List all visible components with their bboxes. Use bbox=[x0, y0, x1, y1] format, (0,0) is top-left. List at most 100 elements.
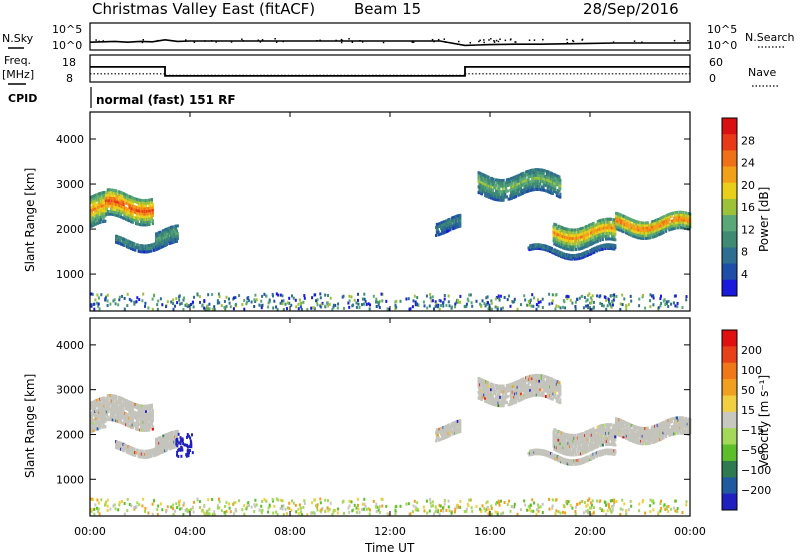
power-cell bbox=[184, 303, 187, 307]
power-cell bbox=[111, 213, 114, 216]
noise-point bbox=[341, 39, 344, 42]
power-cell bbox=[133, 300, 136, 304]
power-cell bbox=[98, 200, 101, 204]
power-cell bbox=[677, 226, 680, 230]
power-cell bbox=[605, 307, 608, 311]
power-cell bbox=[529, 300, 531, 304]
power-cell bbox=[503, 190, 506, 194]
velocity-cell bbox=[92, 429, 95, 433]
power-cell bbox=[297, 302, 300, 306]
power-cell bbox=[443, 220, 446, 224]
velocity-cell bbox=[542, 377, 545, 381]
power-cell bbox=[676, 221, 679, 225]
power-cell bbox=[674, 304, 677, 308]
power-cell bbox=[299, 305, 302, 309]
noise-point bbox=[493, 40, 495, 42]
power-cell bbox=[490, 177, 493, 181]
power-cell bbox=[114, 302, 117, 306]
power-cell bbox=[342, 294, 345, 298]
power-cell bbox=[115, 189, 118, 193]
power-cell bbox=[598, 225, 601, 229]
power-cell bbox=[559, 236, 562, 240]
power-cell bbox=[565, 255, 568, 259]
colorbar-swatch bbox=[722, 263, 737, 281]
power-cell bbox=[258, 303, 261, 307]
power-cell bbox=[105, 295, 107, 299]
power-cell bbox=[118, 206, 121, 210]
power-cell bbox=[180, 301, 183, 305]
power-cell bbox=[587, 293, 590, 297]
velocity-cell bbox=[531, 391, 534, 395]
power-cell bbox=[456, 299, 459, 302]
power-cell bbox=[128, 197, 131, 201]
velocity-cell bbox=[105, 407, 108, 411]
power-cell bbox=[216, 301, 219, 305]
power-cell bbox=[596, 294, 599, 298]
power-cell bbox=[171, 225, 174, 229]
power-cell bbox=[527, 299, 530, 303]
power-cell bbox=[638, 304, 641, 308]
velocity-cell bbox=[555, 429, 558, 432]
power-cell bbox=[375, 305, 378, 308]
velocity-cell bbox=[127, 448, 130, 452]
power-cell bbox=[300, 308, 303, 311]
power-cell bbox=[175, 232, 178, 236]
power-cell bbox=[617, 215, 620, 219]
power-cell bbox=[607, 298, 610, 302]
velocity-cell bbox=[150, 448, 153, 452]
velocity-cell bbox=[169, 444, 172, 448]
power-cell bbox=[494, 195, 497, 199]
power-cell bbox=[534, 185, 537, 189]
velocity-cell bbox=[443, 425, 446, 429]
power-cell bbox=[112, 199, 115, 203]
power-cell bbox=[106, 193, 109, 197]
power-cell bbox=[447, 300, 450, 304]
velocity-cell bbox=[119, 444, 122, 448]
power-cell bbox=[547, 170, 550, 174]
velocity-cell bbox=[90, 406, 93, 410]
nave-ytick-top: 60 bbox=[709, 56, 723, 69]
velocity-cell bbox=[143, 420, 146, 424]
power-cell bbox=[662, 230, 665, 234]
velocity-cell bbox=[151, 414, 154, 418]
power-cell bbox=[143, 215, 146, 219]
noise-point bbox=[230, 41, 233, 43]
velocity-cell bbox=[125, 404, 128, 408]
power-cell bbox=[565, 241, 568, 245]
power-cell bbox=[592, 306, 595, 310]
velocity-cell bbox=[144, 449, 147, 453]
power-cell bbox=[128, 297, 131, 301]
velocity-cell bbox=[165, 448, 168, 452]
power-cell bbox=[394, 304, 397, 307]
power-cell bbox=[176, 224, 179, 228]
velocity-cell bbox=[497, 390, 500, 394]
power-cell bbox=[172, 232, 175, 236]
velocity-cell bbox=[523, 396, 526, 400]
power-cell bbox=[624, 225, 627, 229]
velocity-cell bbox=[160, 445, 163, 449]
power-cell bbox=[555, 229, 558, 233]
power-cell bbox=[150, 200, 153, 204]
power-cell bbox=[569, 245, 572, 249]
power-cell bbox=[601, 304, 603, 307]
power-cell bbox=[600, 244, 603, 248]
velocity-cell bbox=[563, 432, 566, 436]
noise-point bbox=[533, 39, 536, 41]
power-cell bbox=[165, 240, 168, 244]
power-cell bbox=[126, 292, 129, 296]
velocity-cell bbox=[443, 433, 446, 437]
power-cell bbox=[614, 232, 617, 236]
power-cell bbox=[682, 226, 685, 230]
power-cell bbox=[104, 219, 107, 223]
power-cell bbox=[299, 301, 302, 305]
velocity-cell bbox=[93, 423, 96, 427]
velocity-cell bbox=[122, 400, 125, 404]
velocity-cell bbox=[95, 414, 98, 418]
power-cell bbox=[465, 302, 468, 306]
power-cell bbox=[149, 203, 152, 207]
power-cell bbox=[498, 187, 501, 191]
velocity-cell bbox=[137, 452, 140, 455]
power-cell bbox=[655, 224, 658, 228]
power-cell bbox=[495, 198, 498, 202]
power-cell bbox=[429, 296, 432, 300]
